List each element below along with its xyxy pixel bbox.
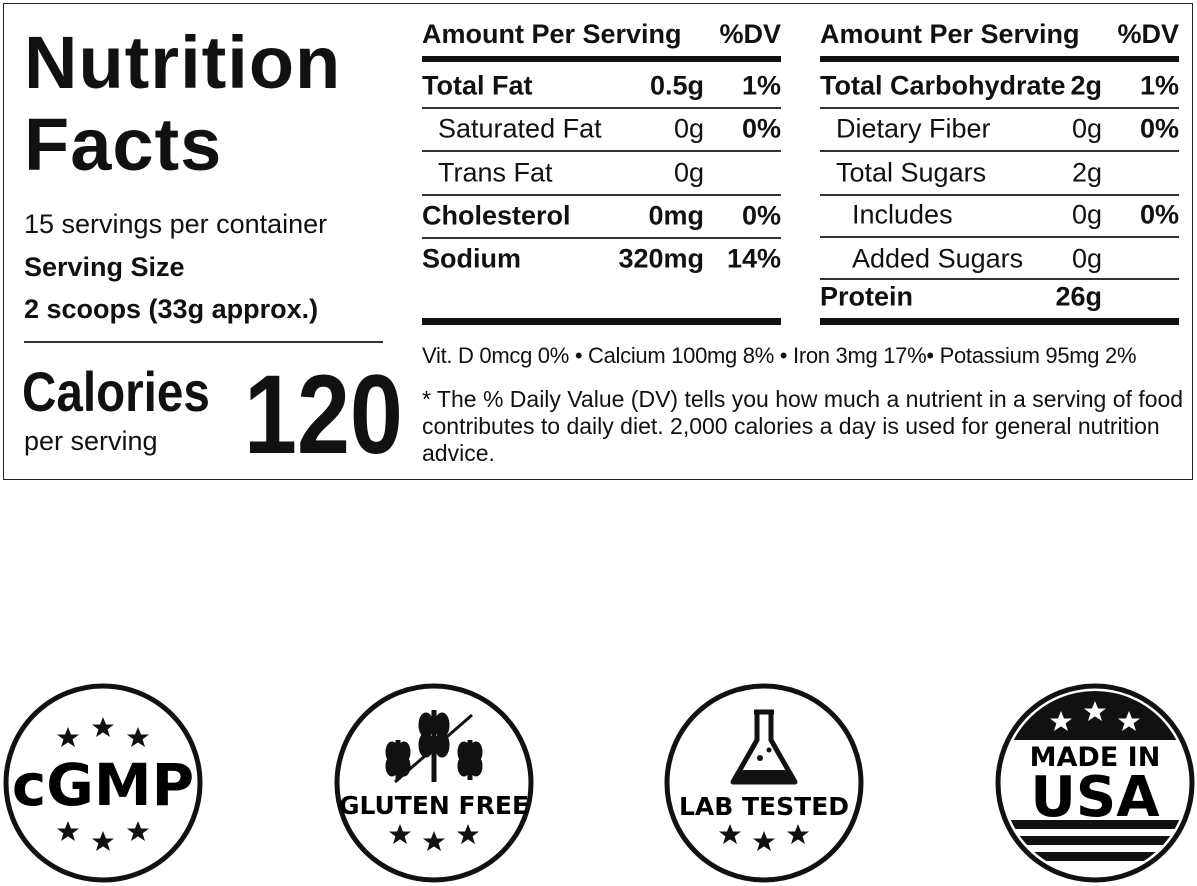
nutrient-amount: 0g — [1071, 199, 1102, 230]
made-in-usa-badge: MADE IN USA — [995, 683, 1195, 883]
table-header: Amount Per Serving %DV — [820, 14, 1179, 54]
thick-rule — [422, 318, 781, 325]
nutrient-dv: 0% — [741, 113, 781, 144]
row-rule — [820, 107, 1179, 109]
row-rule — [422, 107, 781, 109]
badge-text: MADE IN — [1030, 742, 1161, 773]
servings: 15 servings per container — [24, 209, 328, 239]
row-rule — [422, 237, 781, 239]
nutrient-name: Added Sugars — [852, 243, 1024, 274]
gluten-free-badge: GLUTEN FREE — [334, 683, 534, 883]
header-cell: Amount Per Serving — [422, 18, 682, 49]
nutrient-row: Cholesterol 0mg 0% — [422, 196, 781, 236]
nutrient-amount: 320mg — [618, 243, 704, 274]
nutrient-amount: 0g — [673, 113, 704, 144]
badge-text: LAB TESTED — [679, 792, 849, 821]
thick-rule — [820, 56, 1179, 62]
badges: cGMP GLUTEN FREE LAB TESTED MADE IN — [3, 683, 1195, 883]
nutrient-amount: 2g — [1070, 70, 1102, 101]
nutrient-amount: 0g — [1071, 243, 1102, 274]
nutrient-name: Dietary Fiber — [836, 113, 991, 144]
nutrient-name: Trans Fat — [438, 157, 553, 188]
nutrient-name: Protein — [820, 281, 914, 312]
nutrient-row: Sodium 320mg 14% — [422, 239, 781, 279]
nutrient-row: Total Carbohydrate 2g 1% — [820, 66, 1179, 106]
thick-rule — [422, 56, 781, 62]
nutrient-name: Includes — [852, 199, 953, 230]
nutrient-name: Saturated Fat — [438, 113, 602, 144]
table-header: Amount Per Serving %DV — [422, 14, 781, 54]
nutrient-row: Trans Fat 0g — [422, 153, 781, 193]
row-rule — [422, 150, 781, 152]
nutrient-dv: 1% — [1139, 70, 1179, 101]
row-rule — [820, 236, 1179, 238]
nutrient-dv: 0% — [1139, 199, 1179, 230]
nutrient-dv: 0% — [1139, 113, 1179, 144]
row-rule — [422, 194, 781, 196]
row-rule — [820, 278, 1179, 280]
nutrient-amount: 0g — [673, 157, 704, 188]
nutrient-row: Dietary Fiber 0g 0% — [820, 109, 1179, 149]
footnote: * The % Daily Value (DV) tells you how m… — [422, 386, 1184, 466]
nutrient-row: Total Sugars 2g — [820, 153, 1179, 193]
nutrient-row: Saturated Fat 0g 0% — [422, 109, 781, 149]
nutrient-row: Protein 26g — [820, 277, 1179, 317]
row-rule — [820, 194, 1179, 196]
per-serving: per serving — [24, 426, 158, 456]
calories-value: 120 — [244, 352, 403, 477]
serving-size: 2 scoops (33g approx.) — [24, 294, 319, 324]
panel-title: Nutrition Facts — [24, 21, 342, 186]
header-cell: Amount Per Serving — [820, 18, 1080, 49]
header-cell: %DV — [719, 18, 781, 49]
nutrient-amount: 26g — [1055, 281, 1102, 312]
header-cell: %DV — [1117, 18, 1179, 49]
lab-tested-badge: LAB TESTED — [664, 683, 864, 883]
nutrient-amount: 0g — [1071, 113, 1102, 144]
serving-size-label: Serving Size — [24, 252, 185, 282]
badge-text: GLUTEN FREE — [339, 791, 529, 820]
row-rule — [820, 150, 1179, 152]
nutrient-name: Cholesterol — [422, 200, 571, 231]
nutrient-name: Total Sugars — [836, 157, 987, 188]
nutrient-dv: 0% — [741, 200, 781, 231]
nutrient-name: Total Fat — [422, 70, 533, 101]
cgmp-badge: cGMP — [3, 683, 203, 883]
nutrient-amount: 2g — [1071, 157, 1102, 188]
divider — [24, 341, 383, 343]
nutrient-name: Sodium — [422, 243, 521, 274]
nutrition-panel — [3, 3, 1193, 480]
nutrient-row: Added Sugars 0g — [820, 239, 1179, 279]
nutrient-row: Includes 0g 0% — [820, 195, 1179, 235]
badge-text: cGMP — [12, 751, 194, 819]
nutrient-dv: 14% — [726, 243, 781, 274]
nutrient-dv: 1% — [741, 70, 781, 101]
vitamins: Vit. D 0mcg 0% • Calcium 100mg 8% • Iron… — [422, 343, 1137, 368]
nutrient-name: Total Carbohydrate — [820, 70, 1066, 101]
thick-rule — [820, 318, 1179, 325]
calories-label: Calories — [22, 360, 210, 423]
nutrient-amount: 0mg — [648, 200, 704, 231]
nutrient-amount: 0.5g — [649, 70, 704, 101]
nutrient-row: Total Fat 0.5g 1% — [422, 66, 781, 106]
badge-text: USA — [1030, 765, 1160, 830]
